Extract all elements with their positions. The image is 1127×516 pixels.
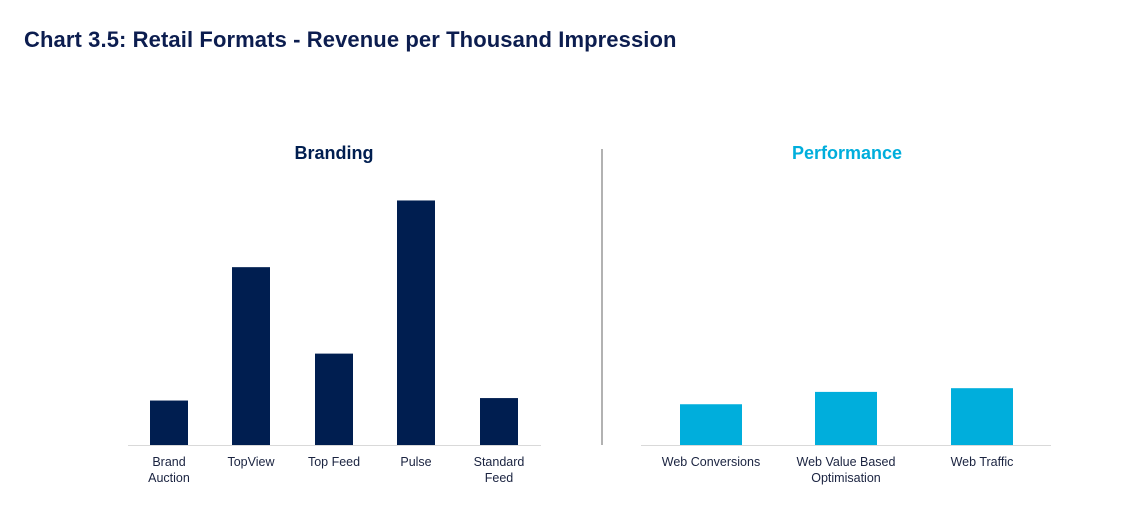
- branding-tick-label-pulse: Pulse: [400, 455, 432, 469]
- performance-tick-label-web-value-based-optimisation: Web Value Based Optimisation: [796, 455, 896, 485]
- performance-tick-label-web-conversions: Web Conversions: [661, 455, 761, 469]
- branding-tick-label-brand-auction: Brand Auction: [148, 455, 190, 485]
- branding-tick-label-standard-feed: Standard Feed: [473, 455, 525, 485]
- branding-panel-title: Branding: [294, 143, 374, 163]
- branding-bar-pulse: [397, 200, 435, 445]
- performance-panel-title: Performance: [791, 143, 903, 163]
- branding-bar-top-feed: [315, 353, 353, 445]
- performance-bar-web-traffic: [951, 388, 1013, 445]
- branding-bar-topview: [232, 267, 270, 445]
- performance-bar-web-value-based-optimisation: [815, 391, 877, 445]
- branding-bar-standard-feed: [480, 398, 518, 445]
- branding-bar-brand-auction: [150, 400, 188, 445]
- performance-tick-label-web-traffic: Web Traffic: [950, 455, 1014, 469]
- chart-title: Chart 3.5: Retail Formats - Revenue per …: [24, 27, 677, 52]
- performance-bar-web-conversions: [680, 404, 742, 445]
- branding-tick-label-top-feed: Top Feed: [307, 455, 361, 469]
- branding-bars: [150, 200, 518, 445]
- branding-tick-label-topview: TopView: [227, 455, 275, 469]
- performance-bars: [680, 388, 1013, 445]
